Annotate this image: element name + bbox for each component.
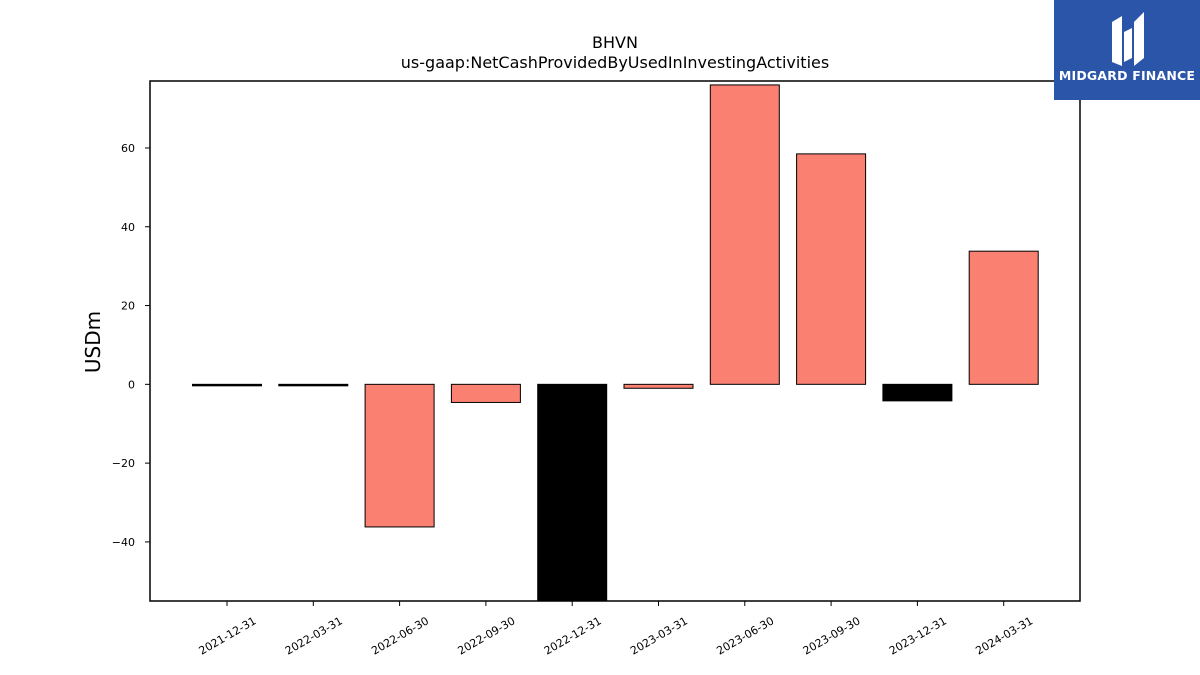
x-tick-label: 2022-06-30: [369, 614, 431, 657]
bar-2022-03-31: [278, 383, 349, 387]
bar-2021-12-31: [192, 383, 262, 387]
x-tick-label: 2023-06-30: [714, 614, 776, 657]
x-tick-label: 2021-12-31: [197, 614, 259, 657]
logo-mark-icon: [1112, 12, 1144, 66]
x-tick-label: 2023-03-31: [628, 614, 690, 657]
x-tick-label: 2022-12-31: [542, 614, 604, 657]
y-tick-label: 20: [121, 300, 135, 313]
x-tick-label: 2023-09-30: [801, 614, 863, 657]
x-tick-label: 2023-12-31: [887, 614, 949, 657]
x-axis: 2021-12-31 2022-03-31 2022-06-30 2022-09-30…: [197, 601, 1035, 658]
bar-2023-03-31: [623, 383, 694, 389]
y-tick-label: 60: [121, 142, 135, 155]
bar-2022-12-31: [537, 383, 608, 602]
logo-text: MIDGARD FINANCE: [1058, 68, 1196, 83]
y-tick-label: −20: [112, 457, 135, 470]
chart-title: BHVN: [592, 33, 638, 52]
y-tick-label: 40: [121, 221, 135, 234]
chart-subtitle: us-gaap:NetCashProvidedByUsedInInvesting…: [401, 53, 829, 72]
bar-2023-12-31: [882, 383, 953, 402]
bar-2024-03-31: [968, 250, 1039, 385]
y-axis-label: USDm: [81, 311, 105, 373]
x-tick-label: 2024-03-31: [973, 614, 1035, 657]
bar-2022-06-30: [364, 383, 435, 528]
y-tick-label: −40: [112, 536, 135, 549]
bar-2023-09-30: [796, 153, 867, 385]
bar-2023-06-30: [709, 84, 780, 385]
x-tick-label: 2022-09-30: [456, 614, 518, 657]
y-tick-label: 0: [128, 378, 135, 391]
bar-2022-09-30: [450, 383, 521, 403]
y-axis: −40 −20 0 20 40 60: [112, 142, 150, 549]
plot-frame: [149, 80, 1081, 602]
x-tick-label: 2022-03-31: [283, 614, 345, 657]
bars-group: [192, 84, 1039, 602]
midgard-finance-logo: MIDGARD FINANCE: [1054, 0, 1200, 100]
